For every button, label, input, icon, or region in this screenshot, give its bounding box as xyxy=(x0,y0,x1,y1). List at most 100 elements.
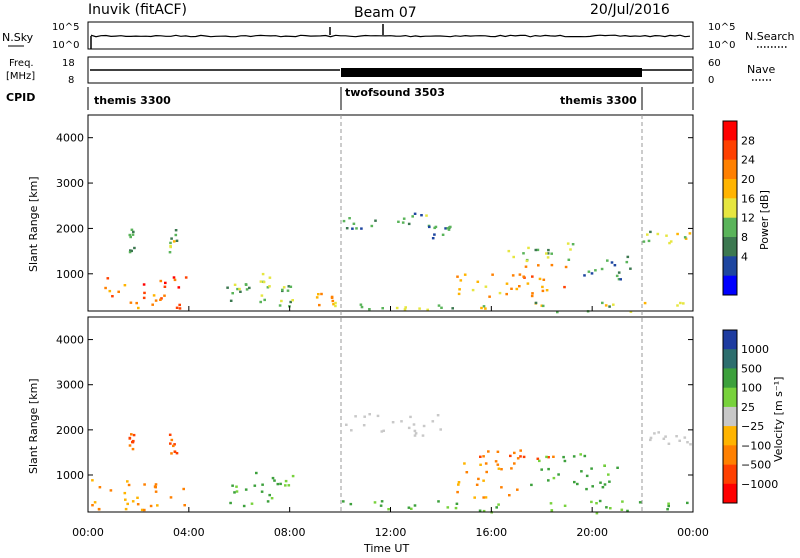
range-cell xyxy=(625,260,629,264)
range-cell xyxy=(143,291,146,295)
range-cell xyxy=(534,301,538,305)
velocity-panel-frame xyxy=(87,316,694,513)
range-cell xyxy=(381,307,384,310)
range-cell xyxy=(128,437,132,440)
range-cell xyxy=(599,481,602,484)
range-cell xyxy=(484,307,487,310)
freq-tick-bottom: 8 xyxy=(68,75,74,86)
range-cell xyxy=(136,503,140,506)
range-cell xyxy=(564,265,568,269)
range-cell xyxy=(351,227,354,230)
range-cell xyxy=(368,413,371,416)
range-cell xyxy=(609,507,612,510)
range-cell xyxy=(569,248,572,251)
y-tick-label: 2000 xyxy=(56,222,84,235)
range-cell xyxy=(515,287,519,291)
range-cell xyxy=(154,483,158,486)
y-tick-label: 4000 xyxy=(56,132,84,145)
velocity-ylabel: Slant Range [km] xyxy=(27,378,40,474)
range-cell xyxy=(129,235,132,239)
range-cell xyxy=(537,264,540,267)
range-cell xyxy=(613,264,617,267)
range-cell xyxy=(401,221,405,224)
range-cell xyxy=(552,476,556,480)
range-cell xyxy=(250,502,254,505)
range-cell xyxy=(359,303,363,306)
range-cell xyxy=(413,434,417,437)
colorbar-tick-label: 1000 xyxy=(741,343,769,356)
range-cell xyxy=(270,497,274,500)
range-cell xyxy=(455,502,459,505)
colorbar-tick-label: 4 xyxy=(741,250,748,263)
x-tick-label: 00:00 xyxy=(72,526,104,539)
range-cell xyxy=(505,292,508,296)
y-tick-label: 1000 xyxy=(56,268,84,281)
colorbar-swatch xyxy=(723,159,737,180)
nsky-tick-bottom: 10^0 xyxy=(52,40,79,51)
range-cell xyxy=(604,304,608,307)
range-cell xyxy=(480,306,483,310)
range-cell xyxy=(130,249,133,253)
colorbar-swatch xyxy=(723,140,737,160)
range-cell xyxy=(471,288,475,292)
nave-label: Nave xyxy=(747,63,775,76)
nave-tick-bottom: 0 xyxy=(708,75,714,86)
range-cell xyxy=(669,240,673,243)
range-cell xyxy=(97,507,101,511)
range-cell xyxy=(279,482,282,486)
range-cell xyxy=(360,305,364,309)
colorbar-swatch xyxy=(723,198,737,218)
range-cell xyxy=(601,301,604,305)
range-cell xyxy=(522,275,525,278)
range-cell xyxy=(590,272,594,275)
range-cell xyxy=(266,500,270,503)
range-cell xyxy=(563,459,567,463)
nave-tick-top: 60 xyxy=(708,58,721,69)
range-cell xyxy=(184,276,188,279)
range-cell xyxy=(382,429,385,432)
range-cell xyxy=(281,288,284,292)
range-cell xyxy=(590,500,593,504)
range-cell xyxy=(500,486,503,489)
range-cell xyxy=(667,502,670,505)
range-cell xyxy=(563,504,567,507)
range-cell xyxy=(519,455,522,458)
range-cell xyxy=(156,504,159,507)
range-cell xyxy=(133,246,136,250)
range-cell xyxy=(446,506,450,509)
range-cell xyxy=(482,305,486,308)
freq-unit-label: [MHz] xyxy=(6,71,35,82)
range-cell xyxy=(360,227,363,230)
range-cell xyxy=(242,504,246,508)
range-cell xyxy=(380,430,384,433)
range-cell xyxy=(142,283,146,286)
cpid-segment-1: themis 3300 xyxy=(94,94,171,107)
range-cell xyxy=(334,304,337,308)
range-cell xyxy=(488,295,491,298)
range-cell xyxy=(248,286,251,290)
range-cell xyxy=(407,506,411,509)
range-cell xyxy=(126,480,129,483)
range-cell xyxy=(175,239,179,242)
range-cell xyxy=(261,272,265,276)
range-cell xyxy=(128,444,132,447)
range-cell xyxy=(473,496,476,499)
range-cell xyxy=(245,288,249,291)
range-cell xyxy=(545,252,548,255)
nsky-tick-top: 10^5 xyxy=(52,22,79,33)
range-cell xyxy=(579,453,582,456)
range-cell xyxy=(676,304,679,307)
range-cell xyxy=(284,484,287,487)
range-cell xyxy=(653,432,656,435)
range-cell xyxy=(626,509,629,513)
beam-title: Beam 07 xyxy=(354,5,417,21)
range-cell xyxy=(318,303,321,307)
range-cell xyxy=(421,434,425,437)
range-cell xyxy=(131,233,135,236)
range-cell xyxy=(403,308,407,311)
range-cell xyxy=(437,500,440,503)
time-axis-label: Time UT xyxy=(363,542,409,554)
range-cell xyxy=(541,289,545,293)
power-panel-frame xyxy=(87,114,694,312)
range-cell xyxy=(409,415,412,419)
